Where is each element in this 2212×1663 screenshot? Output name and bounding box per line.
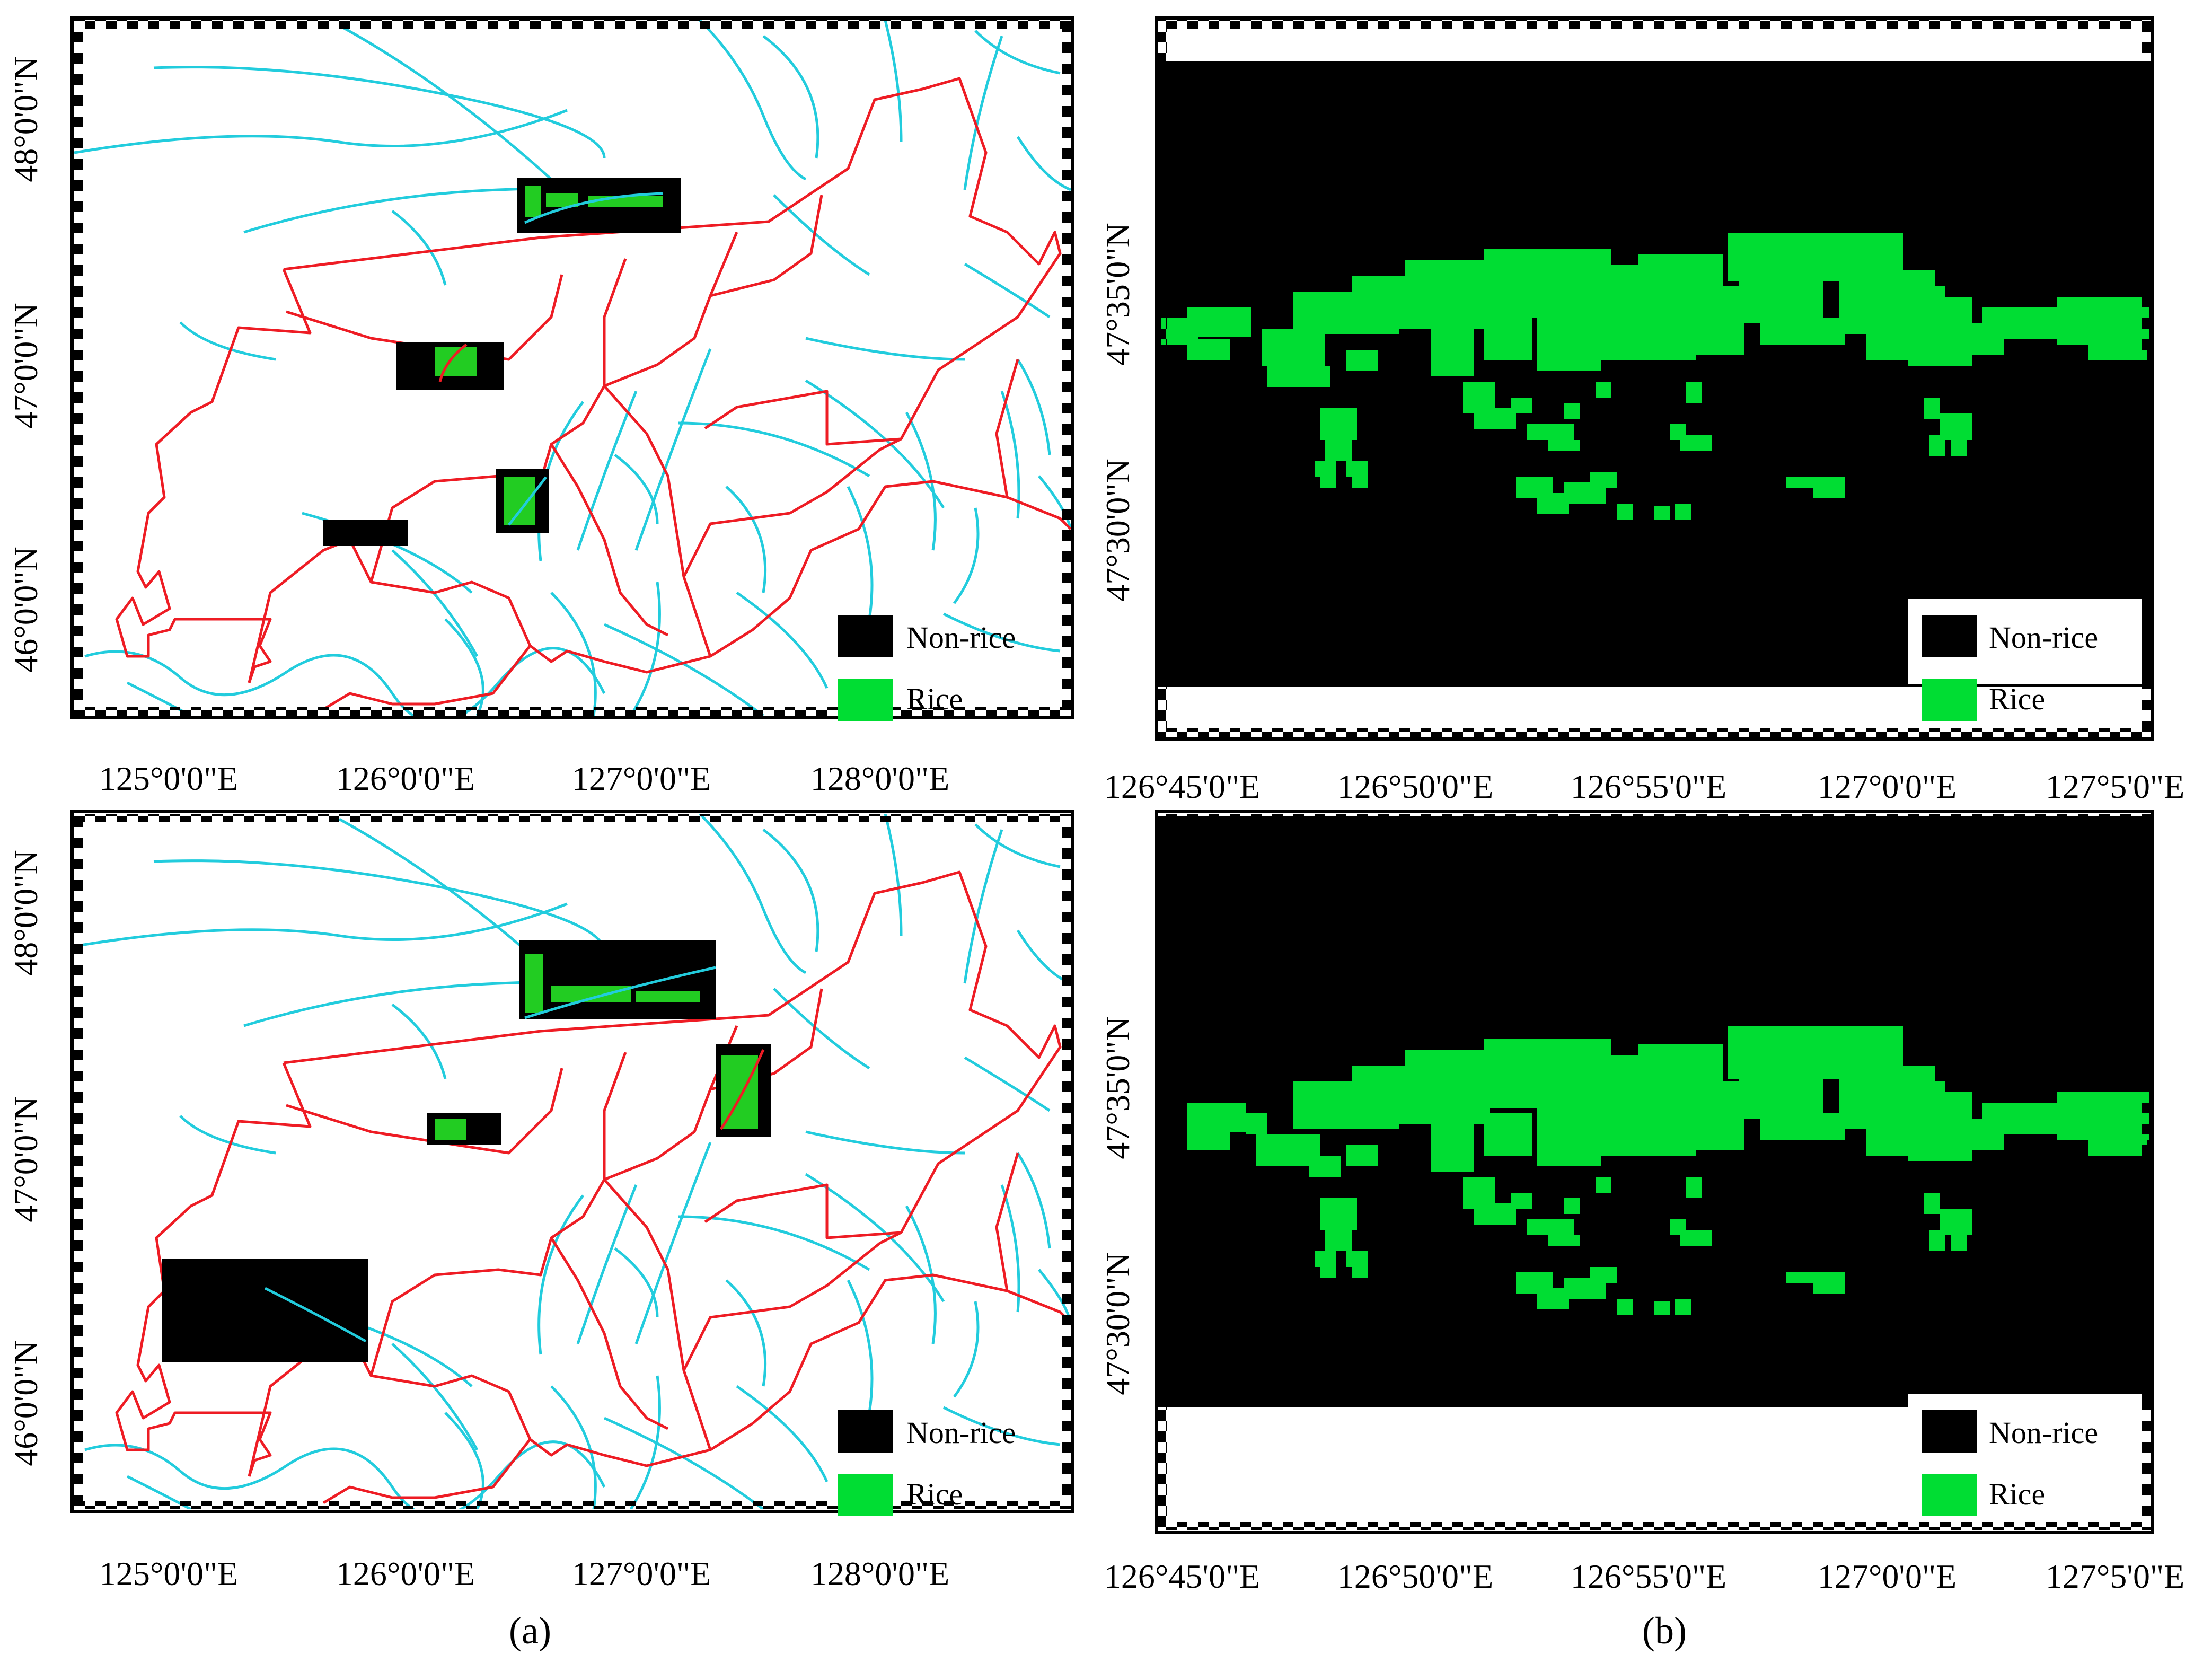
overview-map-top: Non-rice Rice 125°0'0"E 126°0'0"E 127°0'… [7, 16, 1074, 797]
svg-text:127°5'0"E: 127°5'0"E [2046, 768, 2184, 805]
legend-non-rice-label: Non-rice [906, 1415, 1016, 1450]
x-axis-ticks-bottom-b: 126°45'0"E 126°50'0"E 126°55'0"E 127°0'0… [1104, 1558, 2184, 1595]
detail-map-top: Non-rice Rice 126°45'0"E 126°50'0"E 126°… [1099, 16, 2184, 805]
x-axis-ticks-top-a: 125°0'0"E 126°0'0"E 127°0'0"E 128°0'0"E [99, 760, 949, 797]
legend-non-rice-label: Non-rice [1989, 620, 2098, 655]
rice-fields [1187, 1026, 2149, 1315]
svg-text:126°0'0"E: 126°0'0"E [336, 1555, 475, 1592]
svg-text:46°0'0"N: 46°0'0"N [7, 547, 45, 672]
svg-text:127°0'0"E: 127°0'0"E [1818, 768, 1957, 805]
detail-map-bottom: Non-rice Rice 126°45'0"E 126°50'0"E 126°… [1099, 810, 2184, 1595]
svg-text:126°55'0"E: 126°55'0"E [1571, 1558, 1726, 1595]
legend-rice-label: Rice [906, 1477, 963, 1511]
svg-text:125°0'0"E: 125°0'0"E [99, 760, 238, 797]
svg-text:127°0'0"E: 127°0'0"E [572, 1555, 711, 1592]
rice-patches [435, 954, 758, 1140]
svg-text:47°0'0"N: 47°0'0"N [7, 1096, 45, 1222]
svg-text:48°0'0"N: 48°0'0"N [7, 56, 45, 182]
svg-text:127°0'0"E: 127°0'0"E [1818, 1558, 1957, 1595]
svg-text:127°5'0"E: 127°5'0"E [2046, 1558, 2184, 1595]
legend-bottom-b: Non-rice Rice [1922, 1410, 2098, 1516]
svg-text:126°50'0"E: 126°50'0"E [1337, 1558, 1493, 1595]
svg-text:46°0'0"N: 46°0'0"N [7, 1340, 45, 1466]
svg-text:47°30'0"N: 47°30'0"N [1099, 1252, 1136, 1395]
y-axis-ticks-top-b: 47°35'0"N 47°30'0"N [1099, 223, 1136, 601]
legend-non-rice-label: Non-rice [906, 620, 1016, 655]
rice-fields [1161, 233, 2149, 520]
y-axis-ticks-bottom-a: 48°0'0"N 47°0'0"N 46°0'0"N [7, 850, 45, 1466]
legend-rice-label: Rice [1989, 1477, 2045, 1511]
svg-text:47°35'0"N: 47°35'0"N [1099, 223, 1136, 365]
y-axis-ticks-bottom-b: 47°35'0"N 47°30'0"N [1099, 1016, 1136, 1395]
y-axis-ticks-top-a: 48°0'0"N 47°0'0"N 46°0'0"N [7, 56, 45, 672]
svg-text:127°0'0"E: 127°0'0"E [572, 760, 711, 797]
svg-text:128°0'0"E: 128°0'0"E [810, 1555, 949, 1592]
x-axis-ticks-top-b: 126°45'0"E 126°50'0"E 126°55'0"E 127°0'0… [1104, 768, 2184, 805]
legend-top-a: Non-rice Rice [838, 615, 1016, 721]
svg-text:47°0'0"N: 47°0'0"N [7, 303, 45, 428]
legend-non-rice-label: Non-rice [1989, 1415, 2098, 1450]
svg-text:126°50'0"E: 126°50'0"E [1337, 768, 1493, 805]
svg-text:126°0'0"E: 126°0'0"E [336, 760, 475, 797]
svg-text:126°55'0"E: 126°55'0"E [1571, 768, 1726, 805]
panel-label-a: (a) [509, 1609, 551, 1652]
overview-map-bottom: Non-rice Rice 125°0'0"E 126°0'0"E 127°0'… [7, 810, 1074, 1592]
legend-rice-label: Rice [1989, 682, 2045, 716]
panel-label-b: (b) [1642, 1609, 1687, 1652]
svg-text:47°30'0"N: 47°30'0"N [1099, 459, 1136, 601]
legend-rice-label: Rice [906, 682, 963, 716]
svg-text:47°35'0"N: 47°35'0"N [1099, 1016, 1136, 1159]
svg-text:126°45'0"E: 126°45'0"E [1104, 1558, 1260, 1595]
svg-text:125°0'0"E: 125°0'0"E [99, 1555, 238, 1592]
svg-text:128°0'0"E: 128°0'0"E [810, 760, 949, 797]
legend-bottom-a: Non-rice Rice [838, 1410, 1016, 1516]
legend-top-b: Non-rice Rice [1922, 615, 2098, 721]
svg-text:126°45'0"E: 126°45'0"E [1104, 768, 1260, 805]
x-axis-ticks-bottom-a: 125°0'0"E 126°0'0"E 127°0'0"E 128°0'0"E [99, 1555, 949, 1592]
svg-text:48°0'0"N: 48°0'0"N [7, 850, 45, 975]
